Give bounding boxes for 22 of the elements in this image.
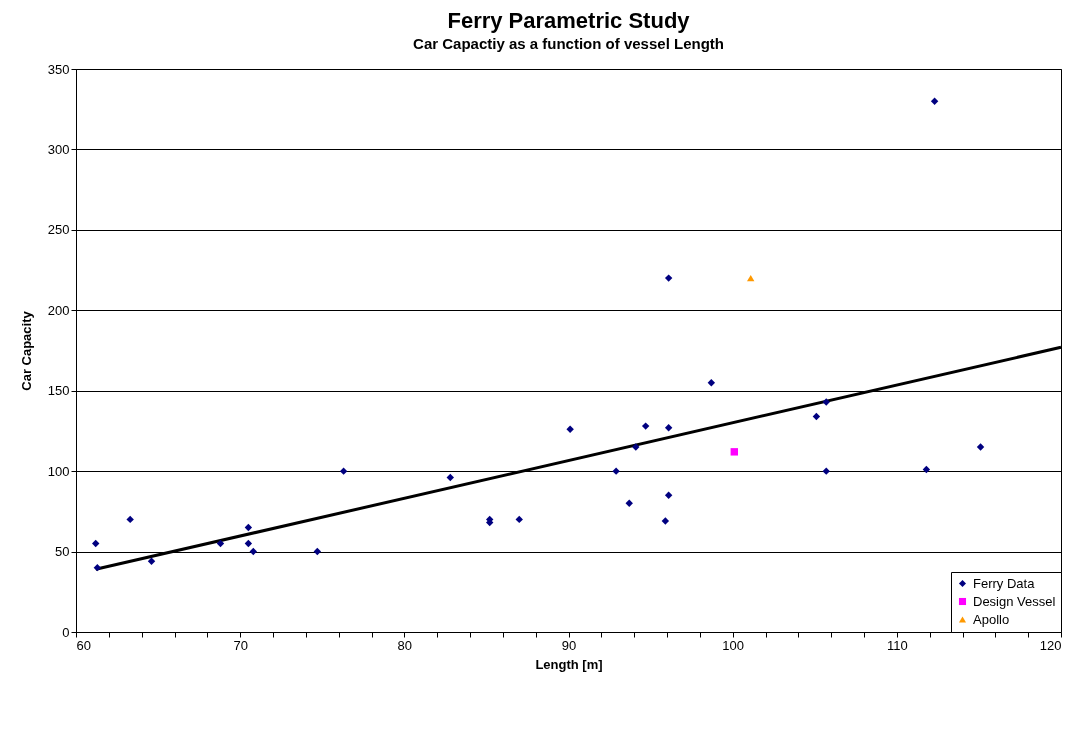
legend-label: Design Vessel (973, 593, 1056, 609)
x-axis-title: Length [m] (535, 656, 603, 672)
x-tick-label: 60 (76, 637, 91, 653)
y-tick-label: 250 (47, 222, 70, 238)
legend-label: Apollo (973, 611, 1010, 627)
y-tick-label: 300 (47, 141, 70, 157)
chart-subtitle: Car Capactiy as a function of vessel Length (413, 35, 724, 52)
legend-label: Ferry Data (973, 575, 1036, 591)
y-tick-label: 50 (55, 544, 70, 560)
y-tick-label: 100 (47, 463, 70, 479)
x-tick-label: 70 (233, 637, 248, 653)
y-axis-title: Car Capacity (18, 310, 34, 391)
y-tick-label: 200 (47, 302, 70, 318)
chart-title: Ferry Parametric Study (447, 8, 691, 33)
x-tick-label: 120 (1039, 637, 1062, 653)
x-tick-label: 90 (561, 637, 577, 653)
y-tick-label: 150 (47, 383, 70, 399)
y-tick-label: 350 (47, 61, 70, 77)
y-tick-label: 0 (62, 624, 70, 640)
x-tick-label: 100 (722, 637, 745, 653)
x-tick-label: 80 (397, 637, 413, 653)
x-tick-label: 110 (886, 637, 908, 653)
